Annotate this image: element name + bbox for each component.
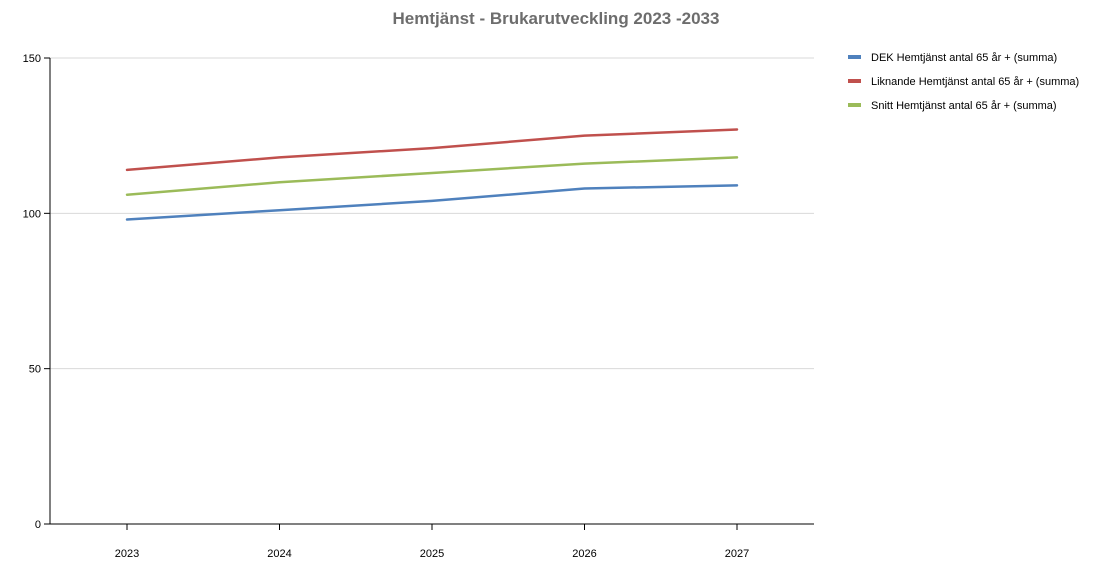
series-lines <box>125 128 739 221</box>
y-tick-label: 100 <box>23 208 41 220</box>
legend-swatch <box>848 103 861 107</box>
tick-labels: 0 50 100 150 2023 2024 2025 2026 2027 <box>23 53 750 560</box>
legend-label: Snitt Hemtjänst antal 65 år + (summa) <box>871 100 1057 112</box>
legend-swatch <box>848 55 861 59</box>
chart-title: Hemtjänst - Brukarutveckling 2023 -2033 <box>393 9 720 28</box>
series-line-1 <box>125 184 739 221</box>
legend-label: Liknande Hemtjänst antal 65 år + (summa) <box>871 76 1079 88</box>
y-tick-label: 50 <box>29 364 41 376</box>
y-tick-label: 0 <box>35 519 41 531</box>
x-tick-label: 2023 <box>115 548 139 560</box>
y-tick-label: 150 <box>23 53 41 65</box>
x-tick-label: 2024 <box>267 548 291 560</box>
x-tick-label: 2026 <box>572 548 596 560</box>
x-tick-label: 2027 <box>725 548 749 560</box>
axes <box>44 57 814 530</box>
legend-label: DEK Hemtjänst antal 65 år + (summa) <box>871 52 1057 64</box>
grid-lines <box>50 57 814 370</box>
legend: DEK Hemtjänst antal 65 år + (summa) Likna… <box>848 52 1079 112</box>
series-line-2 <box>125 128 739 172</box>
x-tick-label: 2025 <box>420 548 444 560</box>
legend-swatch <box>848 79 861 83</box>
